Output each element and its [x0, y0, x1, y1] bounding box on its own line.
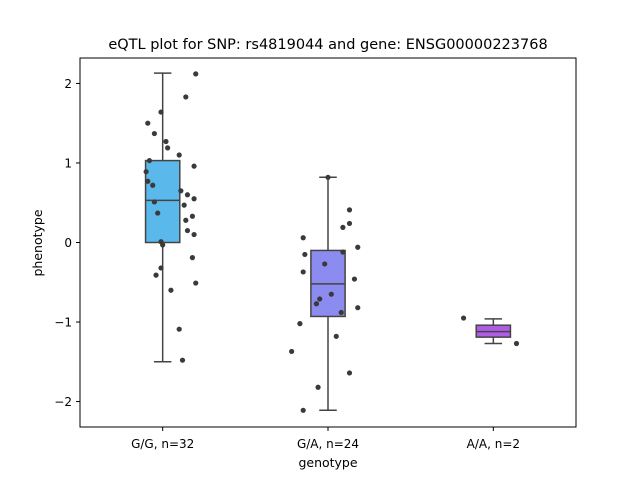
chart-title: eQTL plot for SNP: rs4819044 and gene: E…: [108, 37, 547, 53]
data-point: [151, 130, 157, 137]
data-point: [146, 157, 153, 164]
data-point: [183, 94, 189, 100]
y-tick-label: 1: [64, 156, 72, 170]
x-tick-label: G/A, n=24: [297, 437, 359, 451]
data-point: [193, 280, 199, 286]
data-point: [153, 272, 159, 278]
data-point: [340, 249, 346, 255]
data-point: [193, 71, 199, 77]
data-point: [184, 192, 191, 198]
data-point: [355, 305, 361, 311]
data-point: [183, 217, 189, 223]
data-point: [160, 242, 166, 248]
data-point: [165, 145, 171, 151]
data-point: [189, 213, 196, 219]
data-point: [176, 152, 182, 158]
data-point: [158, 265, 164, 271]
data-point: [322, 261, 328, 267]
data-point: [191, 231, 197, 238]
data-point: [355, 244, 361, 250]
data-point: [289, 348, 295, 355]
data-point: [163, 138, 169, 145]
data-point: [346, 207, 353, 213]
data-point: [191, 163, 197, 169]
data-point: [158, 109, 164, 115]
data-point: [338, 309, 344, 316]
box-iqr: [144, 159, 181, 244]
y-tick-label: −1: [54, 316, 72, 330]
data-point: [300, 235, 306, 241]
data-point: [145, 120, 151, 126]
y-tick-label: −2: [54, 395, 72, 409]
data-point: [297, 321, 303, 327]
x-tick-label: G/G, n=32: [131, 437, 194, 451]
data-point: [191, 196, 197, 202]
data-point: [300, 269, 306, 275]
data-point: [176, 326, 182, 332]
data-point: [300, 407, 306, 413]
data-point: [168, 287, 174, 293]
data-point: [181, 202, 187, 208]
data-point: [346, 370, 353, 376]
data-point: [346, 220, 353, 227]
data-point: [155, 210, 161, 216]
data-point: [150, 182, 156, 188]
data-point: [513, 340, 520, 347]
data-point: [460, 315, 467, 321]
data-point: [184, 227, 191, 234]
data-point: [145, 178, 151, 184]
data-point: [317, 296, 323, 302]
y-tick-label: 2: [64, 77, 72, 91]
x-tick-label: A/A, n=2: [467, 437, 520, 451]
data-point: [325, 174, 331, 180]
y-axis-label: phenotype: [30, 209, 45, 276]
data-point: [189, 255, 196, 261]
data-point: [151, 199, 157, 205]
data-point: [328, 291, 334, 297]
data-point: [333, 333, 339, 339]
data-point: [313, 301, 320, 307]
data-point: [179, 357, 186, 363]
data-point: [302, 251, 308, 258]
data-point: [315, 384, 321, 390]
data-point: [143, 169, 149, 175]
data-point: [178, 188, 184, 194]
data-point: [351, 276, 358, 282]
x-axis-label: genotype: [298, 455, 357, 470]
y-tick-label: 0: [64, 236, 72, 250]
data-point: [340, 224, 346, 230]
